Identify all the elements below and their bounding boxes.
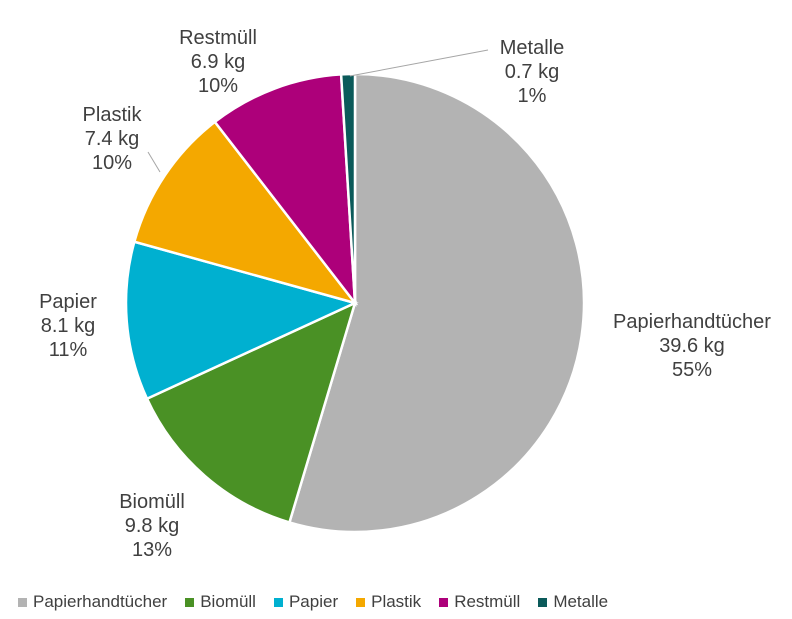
pie-slice-3 [132,120,359,306]
data-label-4: Restmüll 6.9 kg 10% [179,27,257,97]
pie-slice-5 [339,72,357,304]
data-label-0: Papierhandtücher 39.6 kg 55% [613,311,771,381]
legend-swatch [439,597,449,607]
legend-label: Metalle [553,592,609,611]
leader-line-5 [349,49,489,77]
pie-slice-2 [124,240,359,401]
data-label-5: Metalle 0.7 kg 1% [500,37,564,107]
legend-swatch [273,597,283,607]
legend-label: Plastik [371,592,422,611]
legend-swatch [538,597,548,607]
pie-slice-4 [213,73,357,307]
legend-item-2: Papier [273,592,339,612]
legend-item-5: Metalle [538,592,608,612]
pie-chart: Papierhandtücher 39.6 kg 55% Biomüll 9.8 kg 1… [39,27,771,561]
pie-slice-0 [287,72,586,534]
data-label-3: Plastik 7.4 kg 10% [83,104,143,174]
legend: Papierhandtücher Biomüll Papier Plastik Rest… [18,592,608,612]
legend-label: Restmüll [454,592,521,611]
legend-item-1: Biomüll [185,592,256,612]
legend-swatch [185,597,195,607]
legend-label: Biomüll [200,592,256,611]
legend-item-4: Restmüll [439,592,520,612]
legend-swatch [18,597,27,607]
data-label-2: Papier 8.1 kg 11% [39,291,97,361]
legend-swatch [356,597,366,607]
pie-slice-1 [145,300,357,524]
legend-item-3: Plastik [356,592,421,612]
legend-item-0: Papierhandtücher [18,592,167,612]
leader-line-3 [147,151,161,173]
data-label-1: Biomüll 9.8 kg 13% [119,491,185,561]
legend-label: Papierhandtücher [33,592,168,611]
legend-label: Papier [288,592,339,611]
